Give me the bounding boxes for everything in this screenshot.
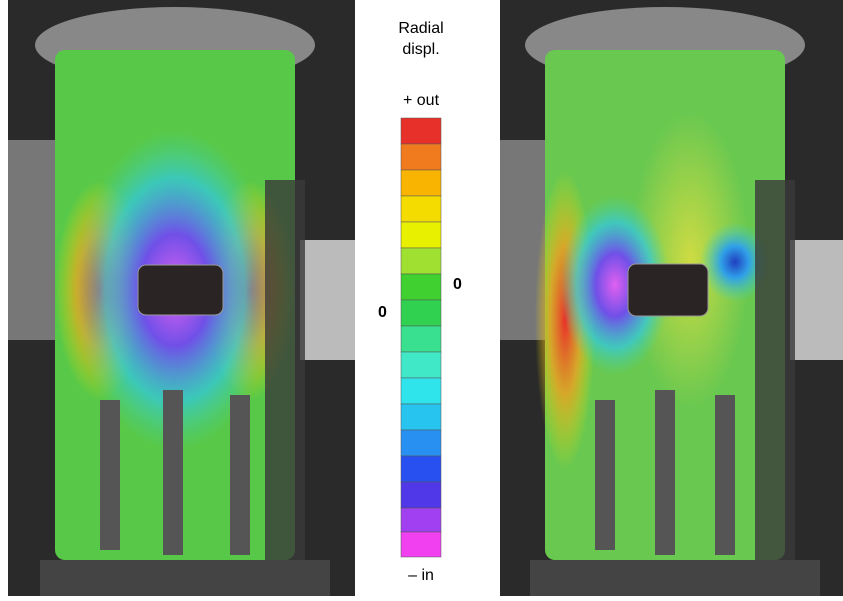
color-step xyxy=(401,532,441,557)
color-step xyxy=(401,378,441,404)
color-step xyxy=(401,248,441,274)
color-step xyxy=(401,352,441,378)
right-photo xyxy=(500,0,843,596)
colorbar-title: displ. xyxy=(402,41,439,58)
color-step xyxy=(401,326,441,352)
zero-label: 0 xyxy=(453,276,462,293)
color-step xyxy=(401,508,441,532)
zero-label: 0 xyxy=(378,304,387,321)
colorbar xyxy=(401,118,441,557)
color-step xyxy=(401,430,441,456)
color-step xyxy=(401,144,441,170)
color-step xyxy=(401,274,441,300)
color-step xyxy=(401,456,441,482)
color-step xyxy=(401,222,441,248)
figure: Radial displ. + out 0 0 – in xyxy=(0,0,843,596)
color-step xyxy=(401,196,441,222)
top-label: + out xyxy=(403,92,440,109)
left-photo xyxy=(8,0,355,596)
colorbar-title: Radial xyxy=(398,20,443,37)
color-step xyxy=(401,482,441,508)
color-step xyxy=(401,404,441,430)
color-step xyxy=(401,300,441,326)
bottom-label: – in xyxy=(408,567,434,584)
color-step xyxy=(401,118,441,144)
color-step xyxy=(401,170,441,196)
